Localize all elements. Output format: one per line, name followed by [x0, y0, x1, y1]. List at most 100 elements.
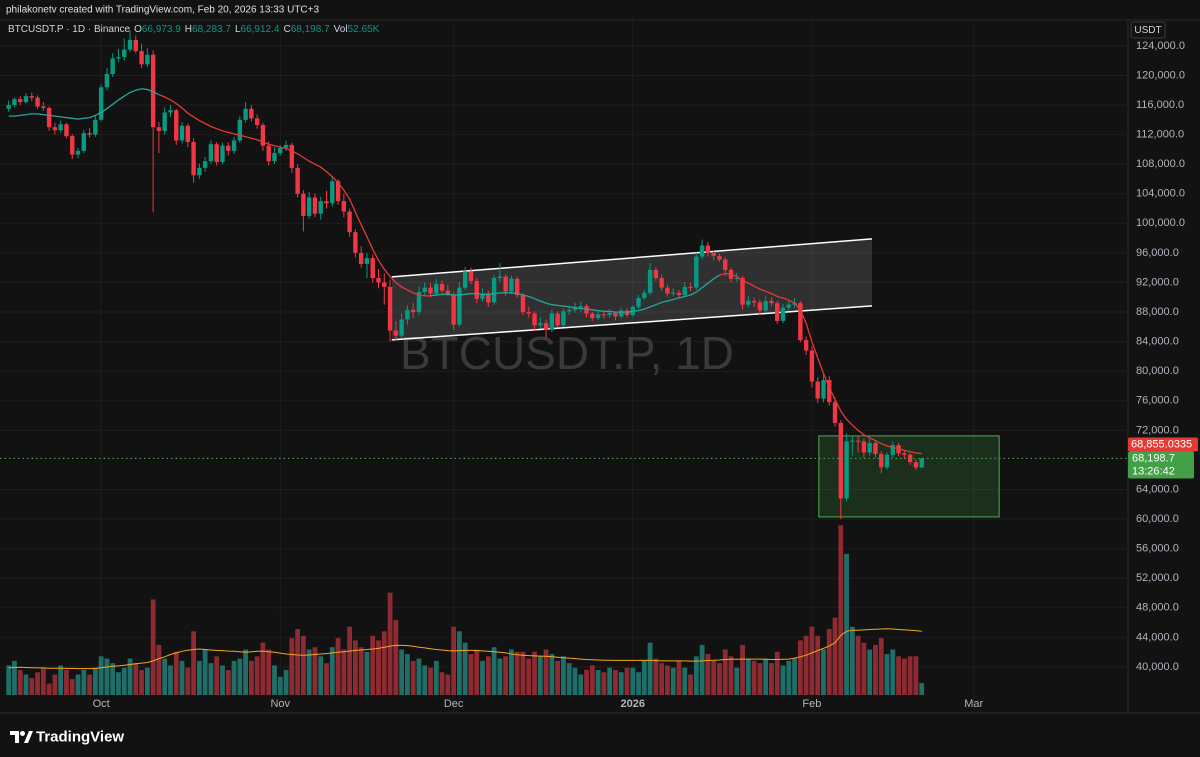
- volume-bar: [462, 642, 468, 695]
- volume-bar: [769, 663, 774, 695]
- volume-bar: [35, 672, 40, 695]
- candle-body: [156, 127, 162, 131]
- last-price-tag: [1128, 451, 1194, 479]
- candle-body: [607, 312, 612, 316]
- y-tick-label: 116,000.0: [1136, 99, 1184, 111]
- candle-body: [827, 380, 832, 403]
- volume-bar: [815, 635, 821, 695]
- volume-bar: [214, 656, 220, 695]
- volume-bar: [260, 642, 266, 695]
- volume-bar: [335, 638, 341, 695]
- candle-body: [676, 292, 682, 296]
- volume-bar: [29, 677, 35, 695]
- volume-bar: [168, 665, 173, 695]
- candle-body: [549, 313, 555, 330]
- candle-body: [723, 259, 728, 270]
- volume-bar: [774, 651, 780, 695]
- volume-bar: [693, 656, 699, 695]
- volume-bar: [139, 669, 144, 695]
- candle-body: [838, 422, 843, 499]
- candle-body: [353, 232, 358, 253]
- volume-bar: [561, 656, 566, 695]
- candle-body: [150, 54, 156, 128]
- channel-line: [391, 238, 873, 278]
- volume-bar: [347, 626, 353, 695]
- volume-bar: [121, 667, 127, 695]
- volume-bar: [526, 658, 532, 695]
- volume-bar: [867, 649, 873, 695]
- volume-bar: [133, 663, 139, 695]
- candle-body: [254, 118, 260, 125]
- candle-body: [64, 124, 69, 137]
- currency-box: [1130, 21, 1166, 39]
- volume-bar: [439, 672, 445, 695]
- x-tick-label: Mar: [964, 698, 983, 710]
- volume-bar: [913, 656, 919, 695]
- volume-bar: [46, 683, 52, 695]
- volume-bar: [520, 651, 526, 695]
- volume-bar: [821, 649, 826, 695]
- volume-bar: [277, 676, 283, 695]
- candle-body: [191, 141, 196, 176]
- y-tick-label: 108,000.0: [1136, 158, 1185, 170]
- candle-body: [613, 312, 618, 317]
- volume-bar: [110, 663, 116, 695]
- legend-key: H: [185, 24, 192, 35]
- volume-bar: [266, 649, 272, 695]
- candle-body: [162, 112, 167, 131]
- candle-body: [295, 167, 300, 194]
- candle-body: [278, 147, 283, 154]
- volume-bar: [890, 649, 896, 695]
- candle-body: [491, 278, 497, 303]
- x-tick-label: Dec: [444, 698, 464, 710]
- candle-body: [572, 307, 578, 310]
- volume-bar: [254, 656, 260, 695]
- volume-bar: [803, 635, 809, 695]
- volume-bar: [514, 651, 520, 695]
- candle-body: [29, 96, 34, 98]
- legend-key: C: [283, 24, 290, 35]
- volume-bar: [659, 663, 665, 695]
- volume-bar: [381, 631, 387, 695]
- candle-body: [283, 144, 289, 148]
- volume-ma: [8, 628, 922, 670]
- volume-bar: [416, 658, 422, 695]
- y-tick-label: 52,000.0: [1136, 572, 1179, 584]
- candle-body: [145, 54, 150, 65]
- volume-bar: [549, 654, 555, 695]
- candle-body: [480, 293, 485, 299]
- volume-bar: [58, 665, 64, 695]
- candle-body: [798, 303, 803, 341]
- candle-body: [301, 193, 306, 216]
- volume-bar: [861, 642, 867, 695]
- volume-bar: [295, 629, 301, 695]
- volume-bar: [838, 525, 844, 695]
- candle-body: [919, 458, 924, 468]
- candle-body: [208, 144, 214, 162]
- candle-body: [110, 58, 115, 74]
- moving-average: [158, 94, 922, 455]
- volume-bar: [826, 629, 832, 695]
- volume-bar: [480, 660, 485, 695]
- volume-bar: [734, 667, 740, 695]
- candle-body: [35, 97, 40, 107]
- candle-body: [653, 269, 659, 279]
- volume-bar: [896, 656, 901, 695]
- volume-bar: [162, 658, 168, 695]
- candle-body: [526, 312, 531, 314]
- volume-bar: [376, 640, 381, 695]
- volume-bar: [618, 672, 624, 695]
- candle-body: [133, 39, 138, 52]
- candle-body: [682, 286, 687, 296]
- channel-line: [391, 305, 873, 341]
- candle-body: [497, 276, 503, 279]
- volume-bar: [399, 649, 405, 695]
- volume-bar: [364, 651, 370, 695]
- y-tick-label: 112,000.0: [1136, 129, 1184, 141]
- volume-bar: [578, 674, 584, 695]
- candle-body: [855, 440, 861, 442]
- candle-body: [474, 280, 479, 299]
- volume-bar: [676, 660, 682, 695]
- candle-body: [6, 105, 11, 109]
- annotations: [391, 238, 1000, 518]
